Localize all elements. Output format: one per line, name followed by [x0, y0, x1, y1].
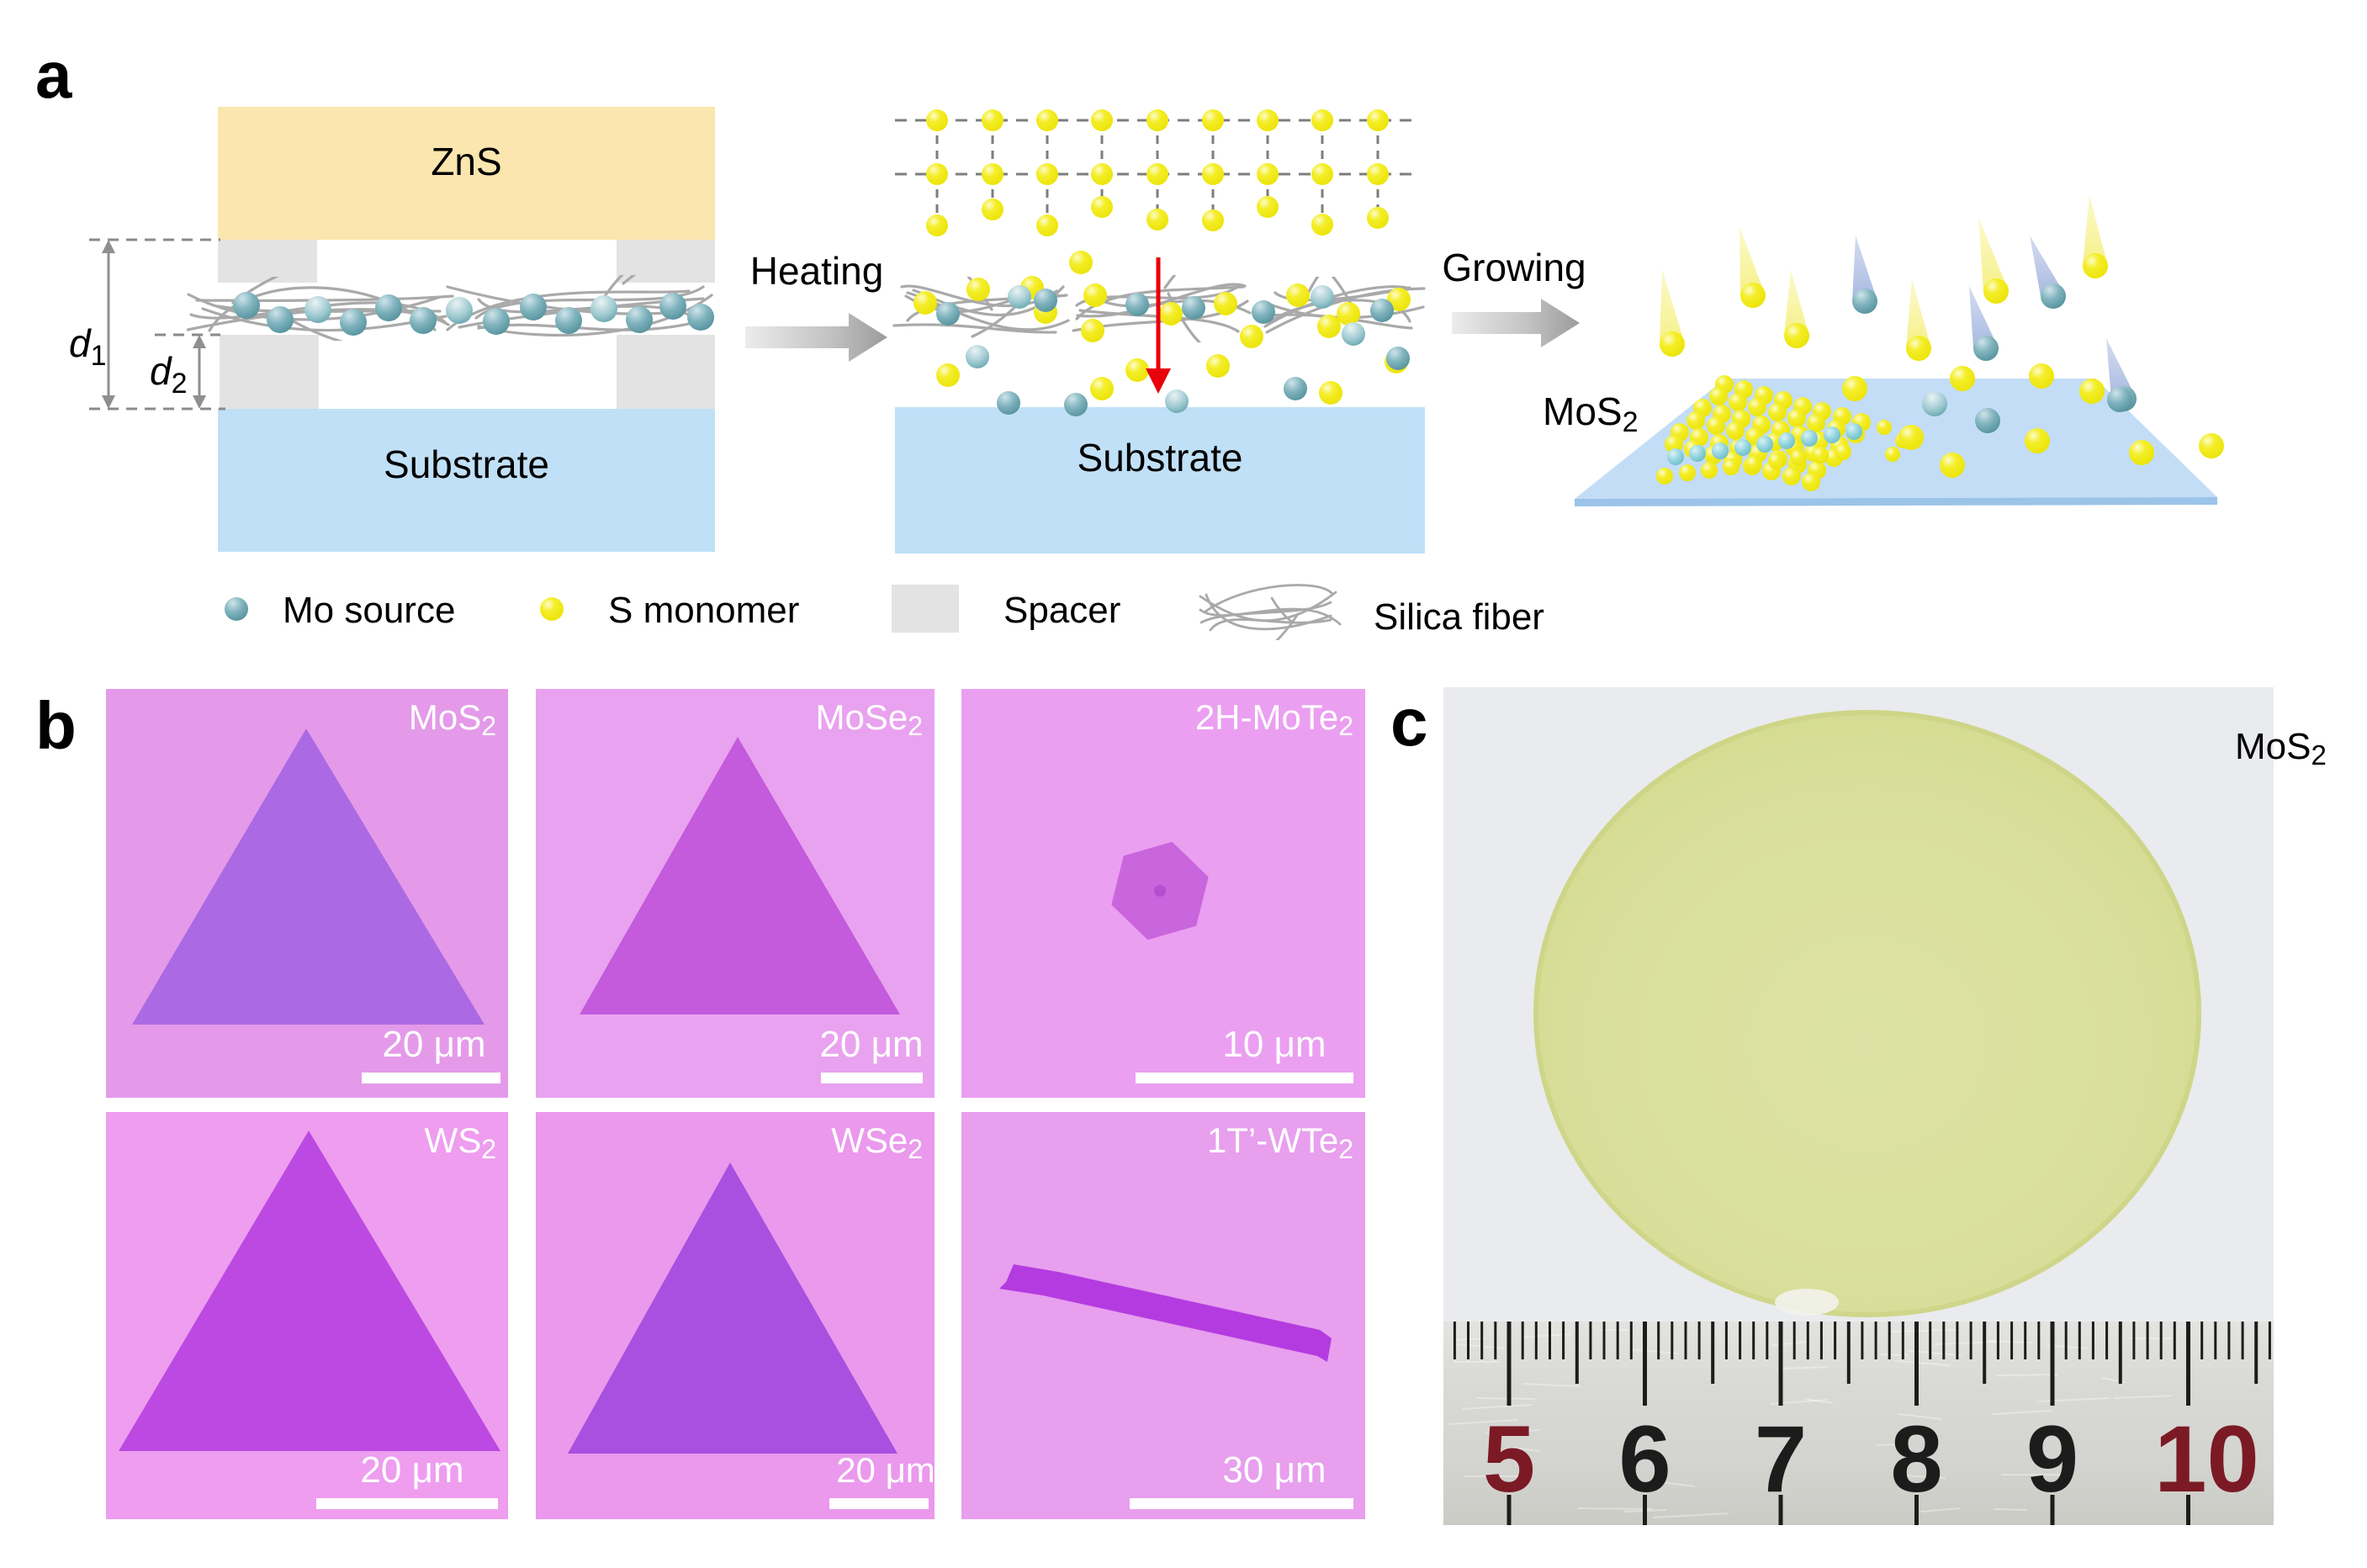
svg-text:Mo source: Mo source	[283, 590, 455, 631]
svg-text:1T’-WTe2: 1T’-WTe2	[1207, 1120, 1353, 1164]
svg-text:ZnS: ZnS	[431, 140, 501, 183]
svg-text:S monomer: S monomer	[608, 590, 799, 631]
svg-text:10: 10	[2154, 1406, 2259, 1512]
svg-text:MoSe2: MoSe2	[815, 697, 923, 741]
svg-text:9: 9	[2026, 1406, 2078, 1512]
svg-text:7: 7	[1755, 1406, 1807, 1512]
svg-text:20 μm: 20 μm	[382, 1024, 485, 1065]
svg-text:20 μm: 20 μm	[360, 1449, 463, 1491]
svg-text:20 μm: 20 μm	[819, 1024, 923, 1065]
svg-text:6: 6	[1618, 1406, 1671, 1512]
svg-text:Substrate: Substrate	[384, 442, 549, 486]
svg-text:Substrate: Substrate	[1078, 436, 1243, 479]
svg-text:10 μm: 10 μm	[1222, 1024, 1326, 1065]
svg-text:5: 5	[1483, 1406, 1535, 1512]
svg-text:b: b	[35, 688, 77, 763]
svg-text:30 μm: 30 μm	[1222, 1449, 1326, 1491]
svg-text:Heating: Heating	[750, 249, 884, 293]
svg-text:Silica fiber: Silica fiber	[1374, 596, 1544, 638]
svg-text:WSe2: WSe2	[831, 1120, 923, 1164]
svg-text:Growing: Growing	[1442, 246, 1586, 289]
svg-text:c: c	[1390, 685, 1428, 760]
svg-text:Spacer: Spacer	[1003, 590, 1120, 631]
svg-text:20 μm: 20 μm	[836, 1450, 935, 1490]
svg-text:d2: d2	[150, 349, 188, 400]
svg-text:MoS2: MoS2	[1543, 389, 1639, 438]
svg-text:2H-MoTe2: 2H-MoTe2	[1195, 697, 1353, 741]
svg-text:8: 8	[1890, 1406, 1942, 1512]
svg-text:a: a	[35, 38, 72, 112]
